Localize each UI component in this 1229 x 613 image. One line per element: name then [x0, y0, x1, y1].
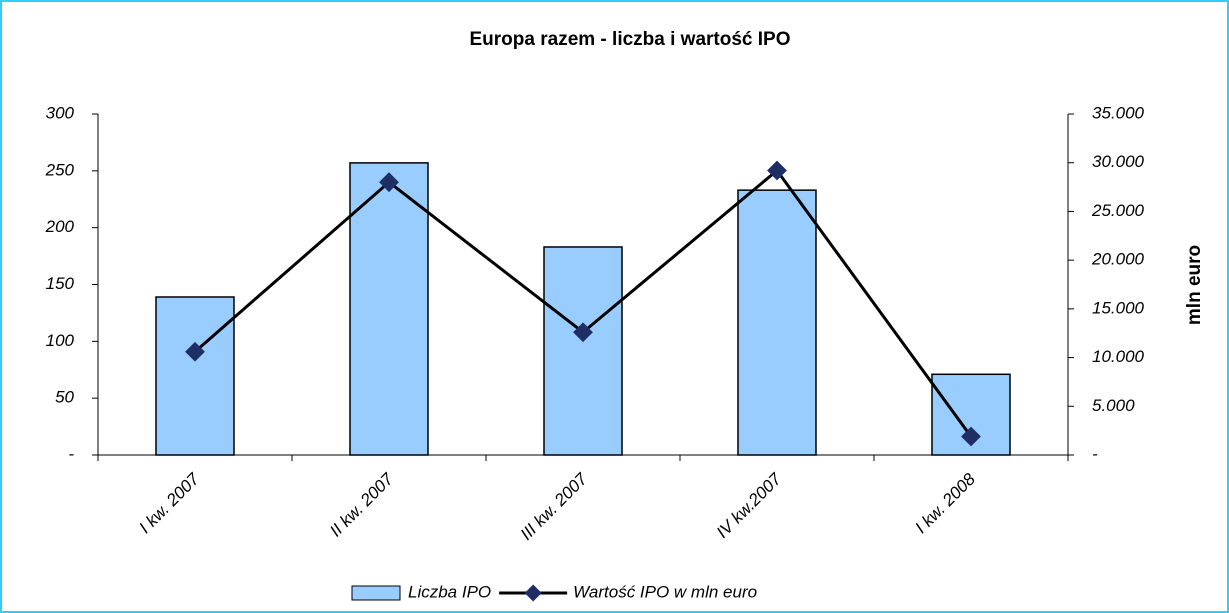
yticks-label: 100	[46, 331, 75, 350]
marker	[961, 426, 981, 447]
yticks-label: -	[68, 444, 74, 463]
y2ticks-label: 20.000	[1091, 250, 1145, 269]
y2ticks-label: 15.000	[1092, 298, 1145, 317]
chart-title: Europa razem - liczba i wartość IPO	[470, 29, 791, 50]
yticks-label: 250	[45, 160, 75, 179]
y2ticks-label: 35.000	[1092, 103, 1145, 122]
marker	[185, 341, 205, 362]
legend-marker	[524, 584, 542, 602]
yticks-label: 150	[46, 274, 75, 293]
y2ticks-label: 25.000	[1091, 201, 1145, 220]
y2ticks-label: 5.000	[1092, 396, 1135, 415]
y2ticks-label: 30.000	[1092, 152, 1145, 171]
bar	[737, 189, 817, 456]
legend-label: Liczba IPO	[408, 582, 491, 601]
legend-patch	[351, 585, 401, 601]
yticks-label: 50	[55, 388, 74, 407]
marker	[573, 322, 593, 343]
yticks-label: 200	[45, 217, 75, 236]
y2ticks-label: -	[1092, 444, 1098, 463]
legend-label: Wartość IPO w mln euro	[573, 582, 757, 601]
y2ticks-label: 10.000	[1092, 347, 1145, 366]
y2-axis-label: mln euro	[1184, 245, 1205, 325]
marker	[379, 172, 399, 193]
bar	[349, 162, 429, 456]
bar	[543, 246, 623, 456]
bar	[155, 296, 235, 456]
yticks-label: 300	[46, 103, 75, 122]
